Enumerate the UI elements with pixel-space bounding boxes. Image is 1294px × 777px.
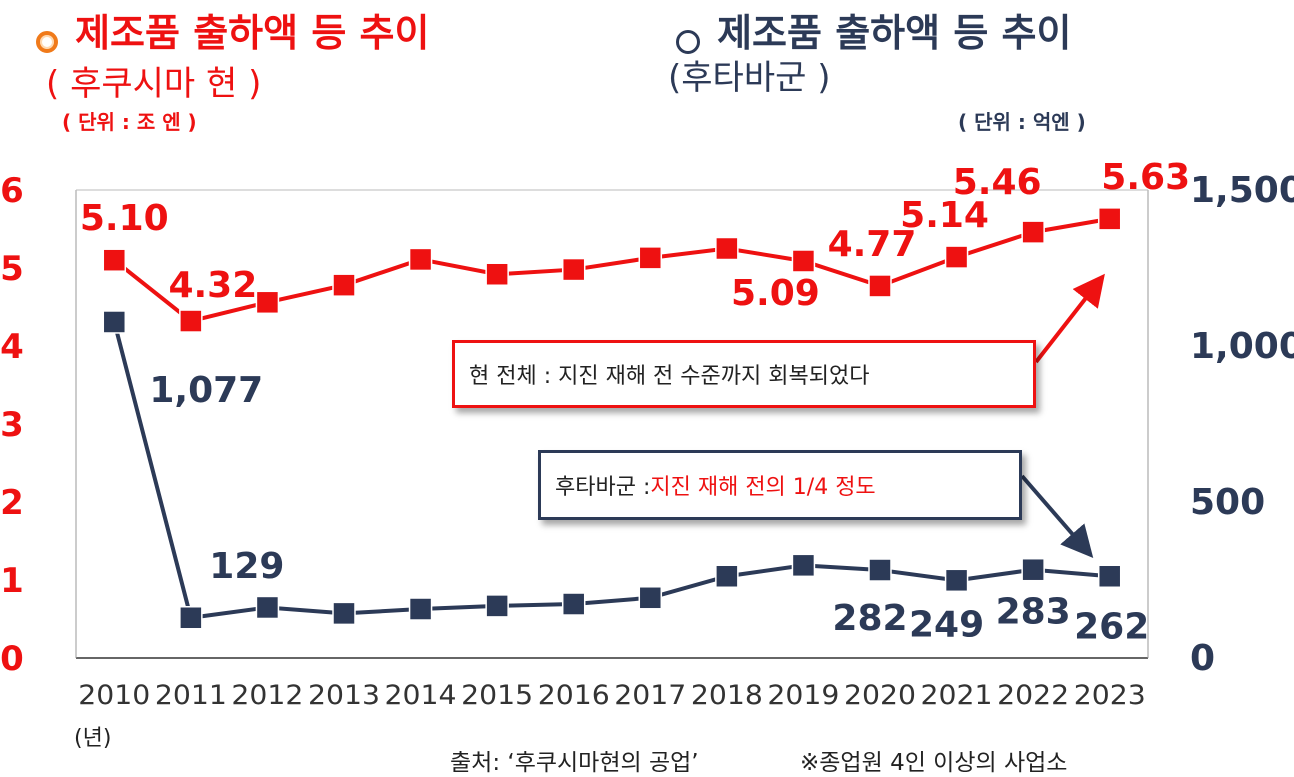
prefecture-data-label: 5.10: [80, 198, 169, 239]
right-tick-label: 0: [1190, 638, 1215, 679]
x-tick-label: 2020: [844, 680, 916, 711]
prefecture-point: [791, 249, 816, 273]
left-tick-label: 5: [0, 249, 24, 289]
futaba-point: [485, 594, 509, 618]
prefecture-point: [715, 236, 739, 261]
futaba-data-label: 282: [832, 598, 907, 639]
x-tick-label: 2013: [308, 680, 380, 711]
x-tick-label: 2016: [538, 680, 610, 711]
futaba-data-label: 1,077: [149, 370, 263, 411]
prefecture-point: [255, 290, 280, 315]
x-tick-label: 2010: [78, 680, 150, 711]
futaba-data-label: 129: [209, 546, 284, 587]
futaba-point: [715, 564, 739, 589]
futaba-point: [255, 595, 280, 620]
right-title: 제조품 출하액 등 추이: [717, 11, 1072, 55]
right-tick-label: 500: [1190, 482, 1265, 523]
x-tick-label: 2014: [385, 680, 457, 711]
futaba-point: [638, 586, 663, 610]
futaba-series-line: [112, 321, 1110, 620]
prefecture-arrow: [1034, 273, 1105, 364]
futaba-point: [332, 601, 356, 626]
prefecture-point: [485, 262, 509, 286]
prefecture-point: [179, 309, 203, 333]
futaba-point: [1097, 564, 1122, 589]
prefecture-point: [332, 273, 356, 297]
prefecture-callout: 현 전체 : 지진 재해 전 수준까지 회복되었다: [452, 340, 1036, 408]
left-tick-label: 2: [0, 483, 24, 523]
prefecture-point: [408, 247, 433, 272]
prefecture-data-label: 5.14: [900, 195, 989, 236]
prefecture-point: [1097, 207, 1122, 231]
left-tick-label: 4: [0, 327, 24, 367]
futaba-callout-highlight: 지진 재해 전의 1/4 정도: [650, 475, 876, 500]
x-tick-label: 2018: [691, 680, 763, 711]
futaba-data-label: 249: [909, 604, 984, 645]
prefecture-data-label: 4.77: [828, 224, 917, 265]
prefecture-series-line: [113, 216, 1111, 324]
futaba-point: [102, 310, 127, 334]
x-tick-label: 2011: [155, 680, 227, 711]
left-tick-label: 1: [0, 561, 24, 601]
prefecture-data-label: 4.32: [168, 265, 257, 306]
orange-circle-icon: [36, 30, 58, 53]
x-tick-label: 2023: [1074, 680, 1146, 711]
futaba-point: [179, 606, 203, 630]
prefecture-point: [102, 248, 127, 272]
futaba-point: [561, 592, 586, 616]
prefecture-point: [868, 274, 892, 298]
left-tick-label: 0: [0, 639, 24, 679]
right-tick-label: 1,500: [1190, 170, 1294, 211]
prefecture-data-label: 5.46: [953, 162, 1042, 203]
prefecture-point: [638, 246, 663, 270]
prefecture-data-label: 5.63: [1101, 157, 1190, 198]
futaba-point: [408, 597, 433, 621]
left-title-row: 제조품 출하액 등 추이: [36, 2, 429, 57]
prefecture-point: [561, 257, 586, 282]
futaba-point: [868, 558, 892, 582]
futaba-data-label: 283: [996, 592, 1071, 633]
prefecture-data-label: 5.09: [731, 273, 820, 314]
note-text: ※종업원 4인 이상의 사업소: [800, 750, 1068, 776]
left-unit: ( 단위 : 조 엔 ): [62, 110, 197, 134]
navy-circle-icon: [676, 29, 700, 54]
left-tick-label: 6: [0, 171, 24, 211]
futaba-callout: 후타바군 : 지진 재해 전의 1/4 정도: [538, 450, 1022, 520]
x-tick-label: 2012: [231, 680, 303, 711]
futaba-data-label: 262: [1074, 606, 1149, 647]
year-unit: (년): [74, 726, 112, 751]
right-title-row: 제조품 출하액 등 추이: [676, 2, 1071, 57]
right-unit: ( 단위 : 억엔 ): [958, 110, 1086, 134]
futaba-point: [791, 553, 816, 578]
left-title: 제조품 출하액 등 추이: [75, 11, 430, 55]
x-tick-label: 2019: [767, 680, 839, 711]
futaba-point: [944, 568, 969, 593]
futaba-callout-prefix: 후타바군 :: [555, 475, 651, 500]
x-tick-label: 2022: [997, 680, 1069, 711]
left-tick-label: 3: [0, 405, 24, 445]
right-tick-label: 1,000: [1190, 326, 1294, 367]
left-subtitle: ( 후쿠시마 현 ): [46, 64, 262, 104]
x-tick-label: 2015: [461, 680, 533, 711]
futaba-arrow: [1020, 474, 1094, 559]
futaba-point: [1021, 557, 1045, 582]
prefecture-callout-text: 현 전체 : 지진 재해 전 수준까지 회복되었다: [469, 364, 870, 389]
prefecture-point: [944, 245, 969, 269]
prefecture-point: [1021, 220, 1045, 244]
x-tick-label: 2017: [614, 680, 686, 711]
right-subtitle: (후타바군 ): [668, 58, 831, 98]
source-text: 출처: ‘후쿠시마현의 공업’: [450, 750, 699, 776]
x-tick-label: 2021: [921, 680, 993, 711]
